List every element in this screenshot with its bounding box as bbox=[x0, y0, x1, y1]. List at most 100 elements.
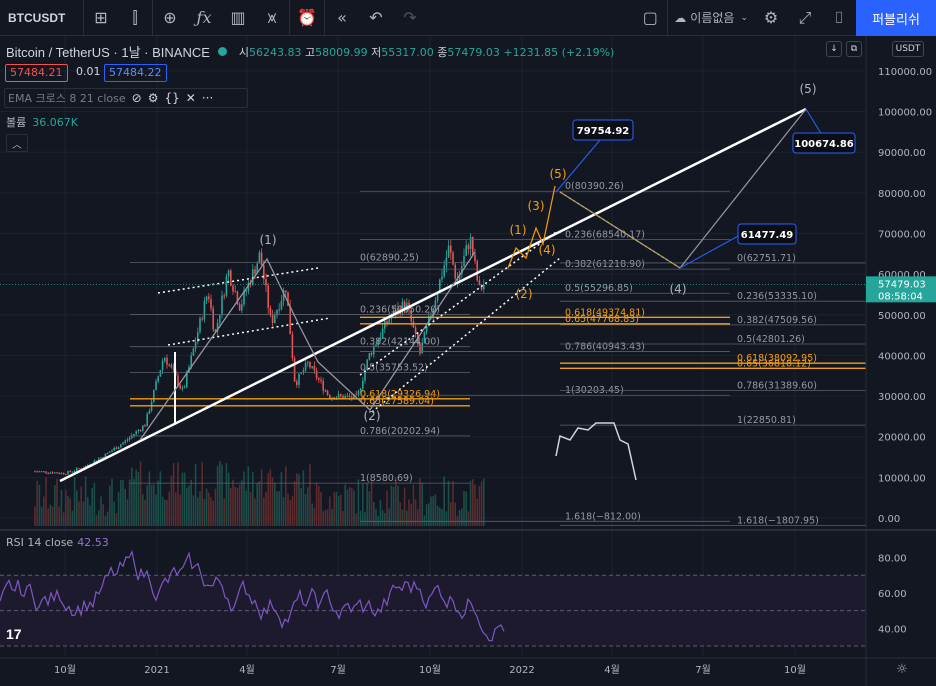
volume-bar bbox=[109, 485, 111, 526]
sell-button[interactable]: 57484.21 bbox=[5, 64, 68, 82]
currency-button[interactable]: USDT bbox=[892, 41, 924, 57]
chevron-down-icon: ⌄ bbox=[740, 12, 748, 23]
volume-bar bbox=[445, 511, 448, 526]
volume-bar bbox=[414, 499, 417, 526]
candle bbox=[355, 394, 357, 396]
candle bbox=[443, 265, 445, 277]
volume-bar bbox=[208, 492, 210, 526]
fib-label: 0.786(20202.94) bbox=[360, 426, 440, 437]
settings-gear-icon[interactable]: ⚙ bbox=[147, 91, 159, 105]
candle bbox=[146, 413, 148, 427]
low-value: 55317.00 bbox=[381, 45, 434, 59]
fib-label: 0.5(35753.52) bbox=[360, 363, 428, 374]
time-tick: 2021 bbox=[144, 665, 169, 676]
camera-icon[interactable]: ⌷ bbox=[834, 7, 844, 27]
volume-bar bbox=[450, 502, 452, 526]
candle bbox=[373, 346, 375, 355]
close-icon[interactable]: ✕ bbox=[185, 91, 196, 105]
volume-bar bbox=[366, 483, 368, 526]
volume-bar bbox=[214, 488, 217, 526]
redo-icon[interactable]: ↷ bbox=[403, 8, 417, 27]
fib-label: 0.236(50050.20) bbox=[360, 305, 440, 316]
collapse-legend-button[interactable]: ︿ bbox=[6, 134, 28, 152]
wave-label: (4) bbox=[670, 282, 687, 296]
buy-button[interactable]: 57484.22 bbox=[104, 64, 167, 82]
volume-bar bbox=[430, 496, 432, 526]
fib-label: 0.618(49374.81) bbox=[565, 307, 645, 318]
replay-icon[interactable]: « bbox=[337, 8, 347, 27]
ema-indicator-legend[interactable]: EMA 크로스 8 21 close ⊘ ⚙ {} ✕ ··· bbox=[4, 88, 248, 108]
volume-bar bbox=[342, 511, 344, 526]
candle-style-icon[interactable]: ⫿ bbox=[132, 7, 138, 27]
candle bbox=[362, 380, 364, 389]
volume-bar bbox=[241, 480, 243, 526]
compare-icon[interactable]: ⊕ bbox=[163, 8, 177, 27]
volume-bar bbox=[203, 498, 206, 526]
candle bbox=[364, 369, 366, 381]
settings-gear-icon[interactable]: ⚙ bbox=[763, 8, 779, 27]
candle bbox=[168, 364, 170, 366]
fullscreen-box-icon[interactable]: ▢ bbox=[642, 8, 658, 27]
candle bbox=[159, 370, 162, 377]
price-callout-label: 61477.49 bbox=[741, 230, 794, 241]
candle bbox=[263, 265, 265, 280]
templates-icon[interactable]: ▥ bbox=[230, 8, 246, 27]
volume-bar bbox=[247, 466, 250, 526]
expand-icon[interactable]: ⤢ bbox=[798, 7, 812, 27]
candle bbox=[113, 447, 115, 451]
volume-bar bbox=[326, 509, 329, 526]
candle bbox=[69, 471, 71, 473]
volume-bar bbox=[69, 498, 71, 526]
timeframe-icon[interactable]: ⊞ bbox=[94, 8, 108, 27]
layout-select[interactable]: ☁ 이름없음 ⌄ bbox=[668, 0, 754, 36]
volume-bar bbox=[428, 503, 430, 526]
candle bbox=[153, 390, 155, 402]
price-tick: 10000.00 bbox=[878, 473, 926, 484]
fib-label: 0.65(36818.12) bbox=[737, 358, 811, 369]
candle bbox=[307, 362, 309, 364]
candle bbox=[124, 440, 126, 443]
maximize-icon[interactable]: ⧉ bbox=[846, 41, 862, 57]
candle bbox=[201, 318, 203, 320]
candle bbox=[47, 472, 49, 474]
symbol-search[interactable]: BTCUSDT bbox=[0, 0, 84, 36]
last-price-badge bbox=[866, 276, 936, 303]
candle bbox=[287, 291, 289, 307]
candle bbox=[421, 342, 423, 354]
candle bbox=[243, 291, 245, 305]
volume-bar bbox=[98, 510, 100, 526]
publish-button[interactable]: 퍼블리쉬 bbox=[856, 0, 936, 36]
volume-bar bbox=[155, 494, 157, 526]
volume-bar bbox=[452, 481, 454, 526]
callout-line bbox=[679, 234, 741, 269]
volume-bar bbox=[153, 484, 155, 526]
candle bbox=[254, 269, 256, 274]
layout-icon[interactable]: ⩙ bbox=[267, 7, 277, 27]
undo-icon[interactable]: ↶ bbox=[369, 8, 383, 27]
alert-icon[interactable]: ⏰ bbox=[297, 8, 317, 27]
candle bbox=[304, 363, 307, 371]
candle bbox=[342, 395, 344, 399]
indicators-icon[interactable]: ƒx bbox=[196, 8, 212, 27]
volume-bar bbox=[172, 463, 175, 526]
wave-label: (2) bbox=[516, 287, 533, 301]
source-code-icon[interactable]: {} bbox=[164, 91, 180, 105]
candle bbox=[190, 355, 192, 368]
volume-bar bbox=[54, 485, 56, 526]
volume-bar bbox=[43, 496, 45, 526]
more-icon[interactable]: ··· bbox=[201, 91, 214, 105]
volume-bar bbox=[89, 505, 91, 526]
channel-line bbox=[157, 267, 319, 294]
fib-label: 0.618(29326.94) bbox=[360, 389, 440, 400]
ema-label: EMA 크로스 8 21 close bbox=[8, 92, 126, 105]
volume-bar bbox=[38, 484, 41, 526]
volume-bar bbox=[340, 494, 342, 526]
fib-label: 0.5(55296.85) bbox=[565, 283, 633, 294]
eye-hide-icon[interactable]: ⊘ bbox=[131, 91, 142, 105]
volume-bar bbox=[56, 478, 58, 526]
price-chart[interactable]: 0(62890.25) 0.236(50050.20) 0.382(42144.00… bbox=[0, 36, 936, 686]
candle bbox=[51, 472, 54, 474]
volume-bar bbox=[234, 486, 236, 526]
candle bbox=[280, 300, 283, 310]
scroll-down-icon[interactable]: ↓ bbox=[826, 41, 842, 57]
